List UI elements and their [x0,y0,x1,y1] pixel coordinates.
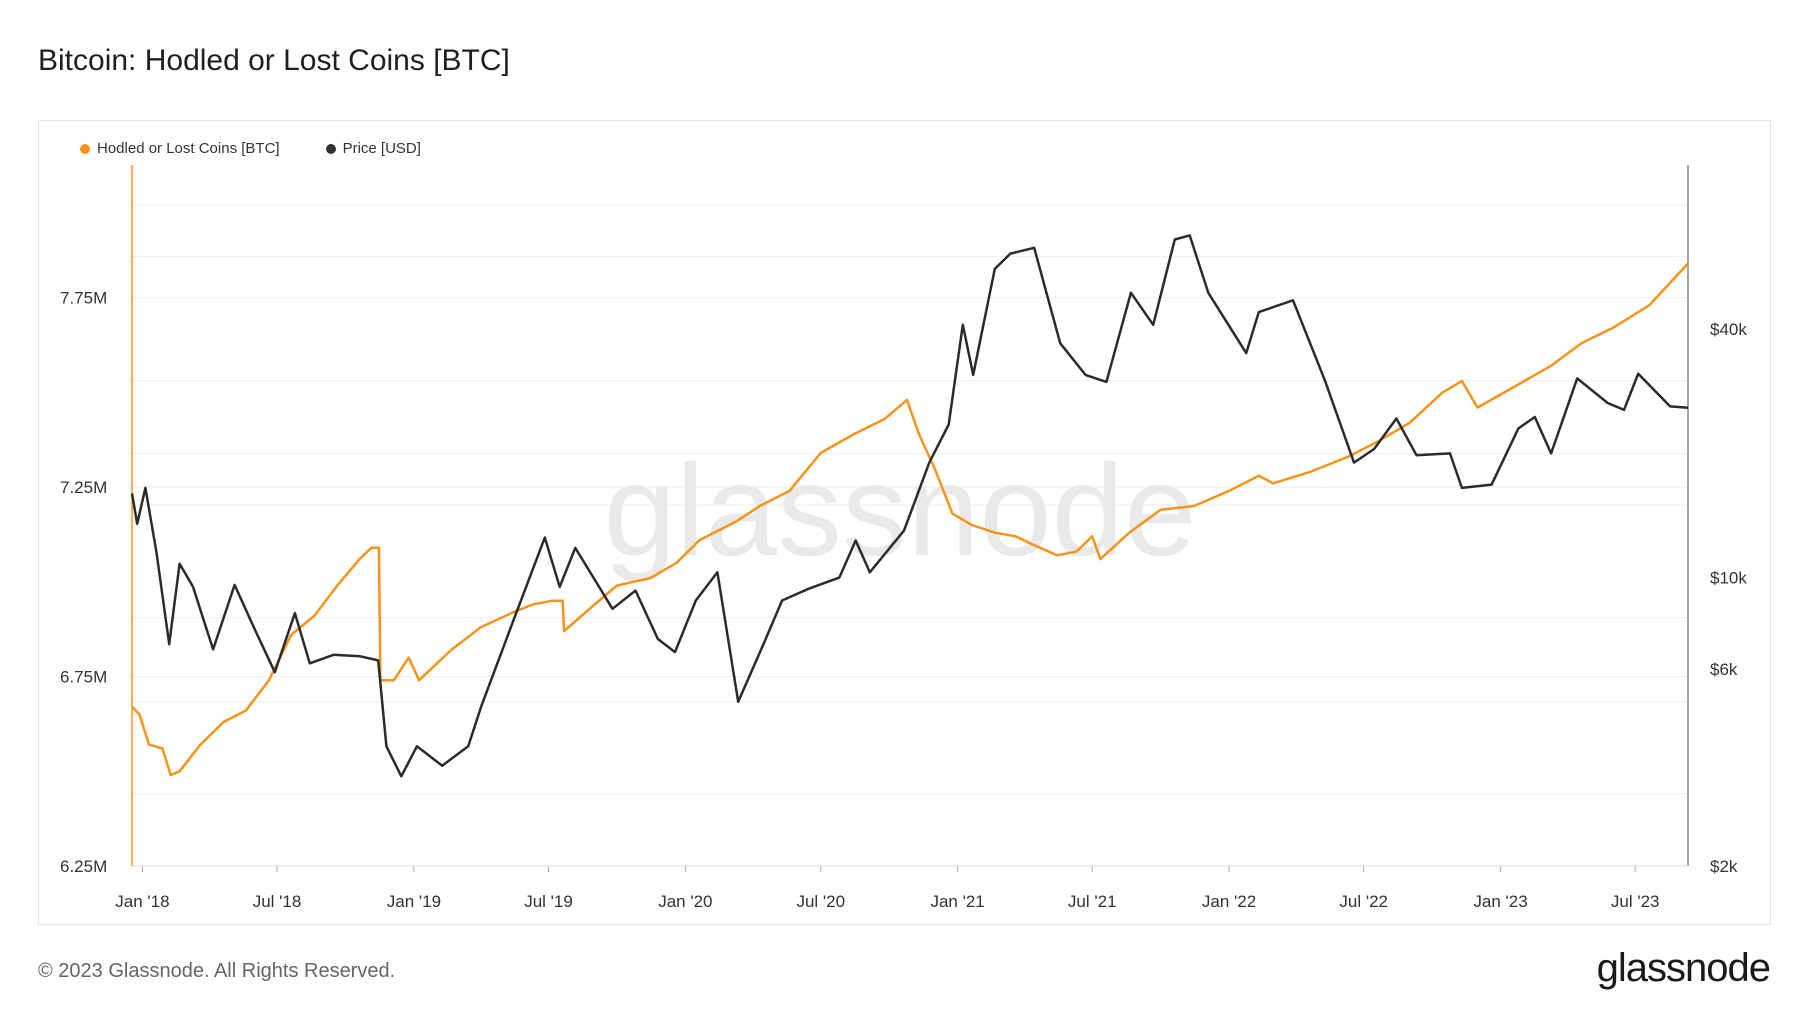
x-tick-label: Jul '19 [524,892,573,911]
hodled-coins-line [131,262,1689,777]
legend: Hodled or Lost Coins [BTC] Price [USD] [80,140,421,157]
chart-panel [38,120,1771,925]
legend-label-price: Price [USD] [342,140,421,157]
x-axis-ticks: Jan '18 Jul '18 Jan '19 Jul '19 Jan '20 Jul '… [115,866,1659,911]
legend-dot-hodled [80,143,90,154]
watermark: glassnode [604,437,1197,583]
x-tick-label: Jan '19 [387,892,441,911]
right-tick-label: $6k [1710,660,1738,679]
x-tick-label: Jan '18 [115,892,169,911]
page-title: Bitcoin: Hodled or Lost Coins [BTC] [38,44,510,77]
copyright-footer: © 2023 Glassnode. All Rights Reserved. [38,960,396,982]
left-tick-label: 7.25M [60,478,107,497]
x-tick-label: Jan '22 [1202,892,1256,911]
left-tick-label: 6.25M [60,857,107,876]
x-tick-label: Jan '20 [658,892,712,911]
left-tick-label: 6.75M [60,668,107,687]
x-tick-label: Jul '21 [1068,892,1117,911]
x-tick-label: Jul '18 [253,892,302,911]
right-axis-ticks: $2k $6k $10k $40k [1710,320,1747,876]
legend-label-hodled: Hodled or Lost Coins [BTC] [97,140,280,157]
x-tick-label: Jul '23 [1611,892,1660,911]
x-tick-label: Jan '23 [1473,892,1527,911]
series-group [130,234,1689,778]
x-tick-label: Jul '20 [796,892,845,911]
legend-item-price[interactable]: Price [USD] [325,140,421,157]
left-tick-label: 7.75M [60,289,107,308]
right-tick-label: $2k [1710,857,1738,876]
glassnode-logo: glassnode [1596,946,1771,990]
right-tick-label: $10k [1710,569,1747,588]
left-axis-ticks: 6.25M 6.75M 7.25M 7.75M [60,289,107,876]
price-line [130,234,1689,778]
x-tick-label: Jan '21 [930,892,984,911]
legend-dot-price [325,143,336,154]
x-tick-label: Jul '22 [1339,892,1388,911]
legend-item-hodled[interactable]: Hodled or Lost Coins [BTC] [80,140,280,157]
right-tick-label: $40k [1710,320,1747,339]
